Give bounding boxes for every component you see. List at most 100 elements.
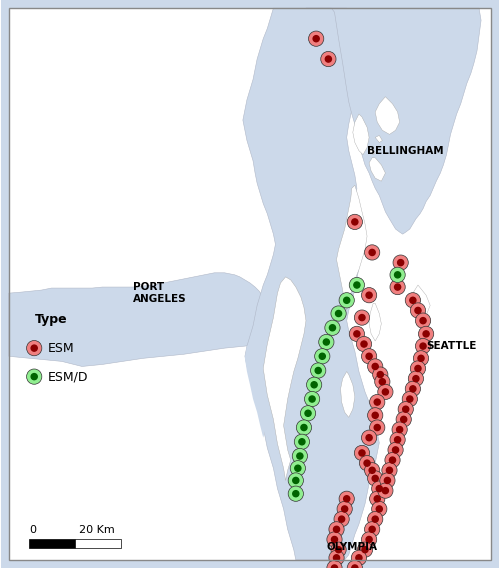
Circle shape bbox=[293, 478, 299, 483]
Circle shape bbox=[386, 467, 392, 473]
Circle shape bbox=[364, 460, 370, 466]
Circle shape bbox=[372, 516, 378, 522]
Circle shape bbox=[374, 399, 380, 405]
Circle shape bbox=[400, 416, 407, 423]
Circle shape bbox=[413, 375, 419, 382]
Text: OLYMPIA: OLYMPIA bbox=[326, 541, 378, 552]
Circle shape bbox=[396, 412, 411, 427]
Circle shape bbox=[372, 475, 378, 482]
Circle shape bbox=[301, 424, 307, 431]
Circle shape bbox=[415, 307, 421, 314]
Circle shape bbox=[364, 463, 380, 478]
Circle shape bbox=[414, 350, 428, 366]
Circle shape bbox=[288, 473, 304, 488]
Circle shape bbox=[378, 483, 393, 498]
Circle shape bbox=[324, 339, 330, 345]
Polygon shape bbox=[375, 135, 382, 143]
Circle shape bbox=[410, 386, 416, 392]
Polygon shape bbox=[369, 149, 375, 154]
Polygon shape bbox=[306, 8, 481, 234]
Polygon shape bbox=[369, 303, 382, 341]
Circle shape bbox=[320, 52, 336, 66]
Circle shape bbox=[382, 487, 388, 494]
Text: PORT
ANGELES: PORT ANGELES bbox=[133, 282, 186, 304]
Circle shape bbox=[407, 396, 413, 402]
Circle shape bbox=[305, 410, 311, 416]
Circle shape bbox=[366, 353, 372, 360]
Circle shape bbox=[394, 437, 400, 443]
Circle shape bbox=[326, 56, 332, 62]
Circle shape bbox=[26, 340, 42, 356]
Circle shape bbox=[347, 561, 362, 568]
Text: Type: Type bbox=[35, 313, 68, 325]
Circle shape bbox=[292, 448, 308, 463]
Circle shape bbox=[308, 31, 324, 47]
Circle shape bbox=[347, 214, 362, 229]
Circle shape bbox=[392, 447, 398, 453]
Circle shape bbox=[331, 306, 346, 321]
Circle shape bbox=[384, 478, 390, 483]
Circle shape bbox=[362, 430, 376, 445]
Circle shape bbox=[334, 555, 340, 561]
Circle shape bbox=[368, 408, 383, 423]
Circle shape bbox=[337, 502, 352, 516]
Circle shape bbox=[372, 502, 387, 516]
Circle shape bbox=[420, 343, 426, 349]
Circle shape bbox=[338, 516, 344, 522]
Circle shape bbox=[349, 326, 364, 341]
Circle shape bbox=[354, 445, 370, 461]
Bar bbox=[75, 540, 120, 548]
Circle shape bbox=[368, 512, 383, 527]
Circle shape bbox=[359, 450, 365, 456]
Polygon shape bbox=[369, 158, 386, 181]
Circle shape bbox=[415, 365, 421, 371]
Text: ESM/D: ESM/D bbox=[48, 370, 88, 383]
Circle shape bbox=[296, 420, 312, 435]
Text: 20 Km: 20 Km bbox=[80, 525, 115, 536]
Circle shape bbox=[372, 364, 378, 370]
Polygon shape bbox=[340, 371, 355, 417]
Circle shape bbox=[309, 396, 315, 402]
Circle shape bbox=[360, 456, 374, 471]
Circle shape bbox=[420, 318, 426, 324]
Circle shape bbox=[344, 496, 350, 502]
Circle shape bbox=[416, 313, 430, 328]
Circle shape bbox=[423, 331, 429, 337]
Circle shape bbox=[368, 471, 383, 486]
Circle shape bbox=[325, 320, 340, 336]
Circle shape bbox=[304, 391, 320, 407]
Circle shape bbox=[402, 391, 417, 407]
Circle shape bbox=[362, 532, 376, 547]
Circle shape bbox=[369, 467, 375, 473]
Circle shape bbox=[327, 532, 342, 547]
Circle shape bbox=[378, 385, 393, 399]
Circle shape bbox=[410, 361, 426, 376]
Circle shape bbox=[362, 546, 368, 553]
Circle shape bbox=[311, 382, 317, 388]
Circle shape bbox=[352, 219, 358, 225]
Circle shape bbox=[390, 279, 405, 295]
Circle shape bbox=[31, 374, 38, 379]
Circle shape bbox=[380, 473, 395, 488]
Circle shape bbox=[339, 293, 354, 308]
Circle shape bbox=[306, 377, 322, 392]
Circle shape bbox=[374, 496, 380, 502]
Circle shape bbox=[405, 293, 420, 308]
Circle shape bbox=[295, 465, 301, 471]
Circle shape bbox=[362, 349, 376, 364]
Bar bbox=[29, 540, 75, 548]
Circle shape bbox=[410, 297, 416, 303]
Circle shape bbox=[358, 542, 372, 557]
Circle shape bbox=[332, 536, 338, 542]
Circle shape bbox=[313, 36, 319, 41]
Circle shape bbox=[382, 463, 397, 478]
Circle shape bbox=[372, 481, 387, 496]
Circle shape bbox=[370, 420, 385, 435]
Circle shape bbox=[394, 284, 400, 290]
Text: BELLINGHAM: BELLINGHAM bbox=[367, 145, 444, 156]
Circle shape bbox=[299, 438, 305, 445]
Circle shape bbox=[392, 422, 407, 437]
Circle shape bbox=[385, 453, 400, 467]
Circle shape bbox=[331, 542, 346, 557]
Circle shape bbox=[408, 371, 424, 386]
